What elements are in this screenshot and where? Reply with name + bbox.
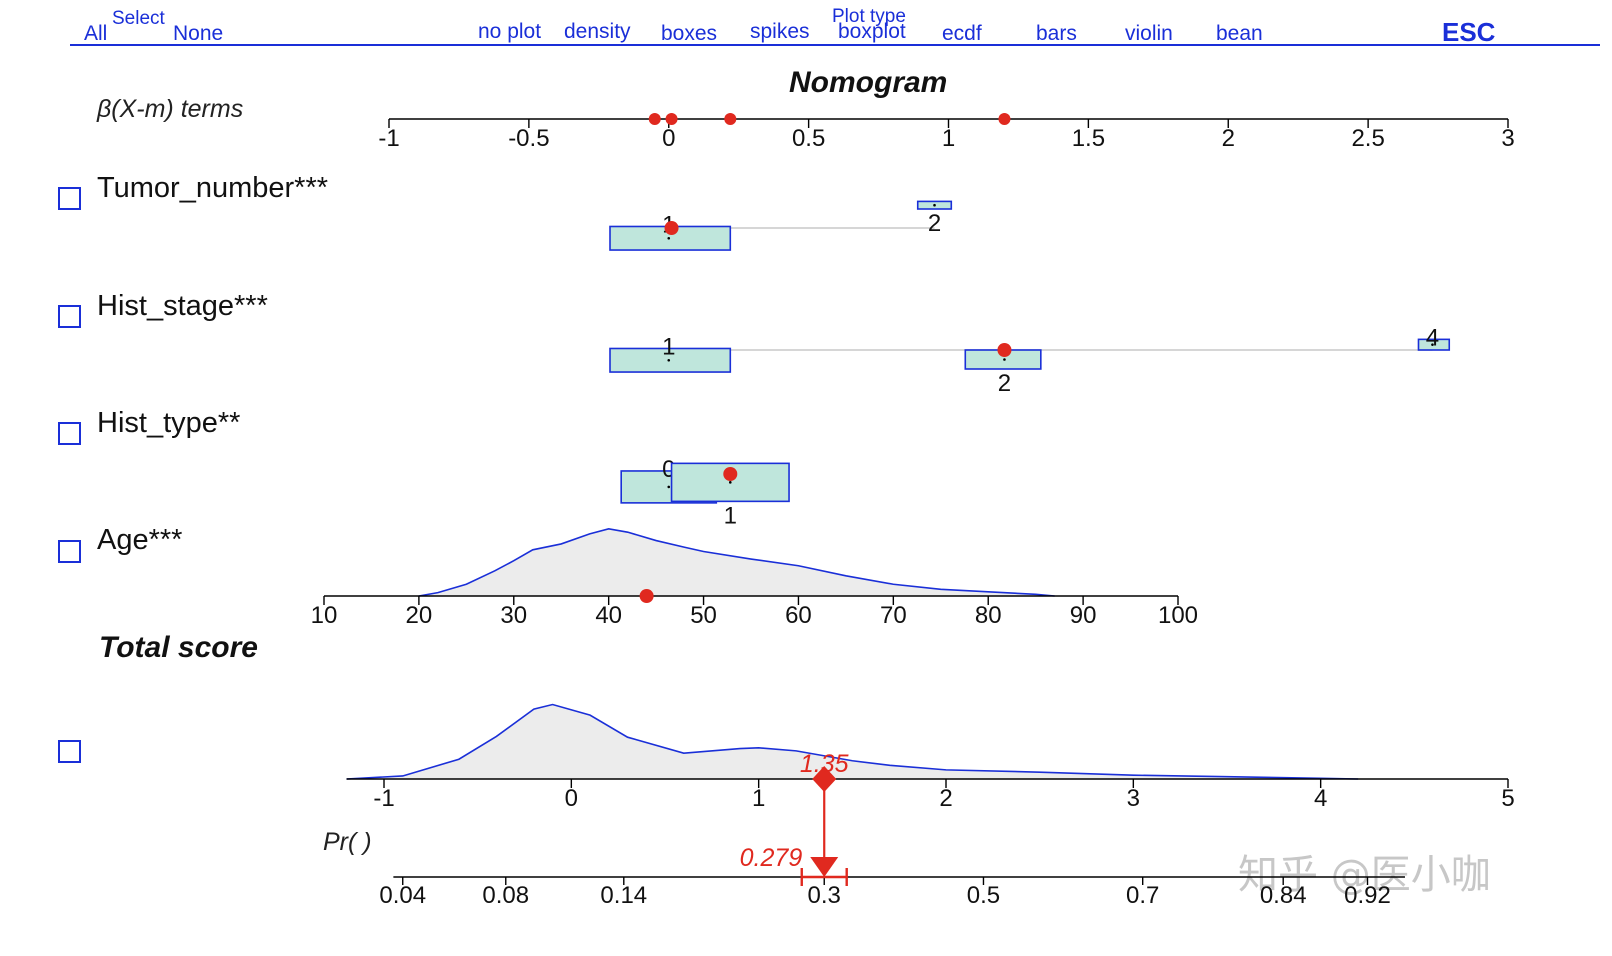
beta-axis-point [648,113,661,125]
level-center-dot [667,358,671,362]
level-center-dot [1003,358,1006,361]
age-density-line [418,527,1055,597]
age-density-fill [418,528,1055,596]
age-selected-point [639,589,654,603]
selected-level-point [723,467,738,481]
plot-option-spikes[interactable]: spikes [750,20,810,43]
total-score-tick-label: 3 [1127,785,1140,812]
plot-option-bean[interactable]: bean [1216,22,1263,45]
beta-axis-tick-label: 1 [942,125,955,152]
probability-tick-label: 0.14 [600,882,647,909]
beta-axis-tick-label: 2 [1222,125,1235,152]
beta-axis-point [665,113,678,125]
selected-level-point [664,221,679,235]
beta-axis-label: β(X-m) terms [97,95,244,123]
level-center-dot [933,203,936,207]
plot-option-violin[interactable]: violin [1125,22,1173,45]
level-label: 4 [1426,324,1439,351]
plot-option-boxplot[interactable]: boxplot [838,20,906,43]
probability-tick-label: 0.3 [808,882,841,909]
level-center-dot [667,236,671,240]
probability-tick-label: 0.04 [379,882,426,909]
level-center-dot [728,481,732,484]
hist-type-label: Hist_type** [97,407,241,439]
age-axis-tick-label: 70 [880,602,907,629]
beta-axis-tick-label: 0.5 [792,125,825,152]
plot-option-boxes[interactable]: boxes [661,22,718,45]
age-axis-tick-label: 50 [690,602,717,629]
age-axis-tick-label: 20 [406,602,433,629]
probability-axis-label: Pr( ) [323,828,372,856]
plot-option-density[interactable]: density [564,20,631,43]
level-label: 2 [998,370,1011,397]
chart-title: Nomogram [789,66,948,99]
plot-type-label: Plot type [832,6,906,27]
beta-axis-tick-label: -1 [378,125,399,152]
total-score-density-fill [346,704,1359,779]
age-axis-tick-label: 10 [311,602,338,629]
tumor-number-label: Tumor_number*** [97,172,329,204]
plot-option-ecdf[interactable]: ecdf [942,22,982,45]
probability-marker [810,857,839,877]
select-label: Select [112,8,165,29]
total-score-tick-label: -1 [373,785,394,812]
select-all-option[interactable]: All [84,22,108,45]
beta-axis-tick-label: -0.5 [508,125,549,152]
age-axis-tick-label: 40 [595,602,622,629]
select-none-option[interactable]: None [173,22,224,45]
age-checkbox[interactable] [58,540,81,563]
level-label: 1 [662,333,675,360]
beta-axis-tick-label: 1.5 [1072,125,1105,152]
beta-axis-tick-label: 2.5 [1351,125,1384,152]
total-score-tick-label: 5 [1501,785,1514,812]
probability-tick-label: 0.5 [967,882,1000,909]
total-score-tick-label: 1 [752,785,765,812]
plot-option-no-plot[interactable]: no plot [478,20,542,43]
total-score-tick-label: 0 [565,785,578,812]
tumor-number-checkbox[interactable] [58,187,81,210]
probability-tick-label: 0.92 [1344,882,1391,909]
total-score-tick-label: 2 [939,785,952,812]
age-axis-tick-label: 30 [500,602,527,629]
plot-option-bars[interactable]: bars [1036,22,1077,45]
level-center-dot [667,485,671,489]
probability-tick-label: 0.7 [1126,882,1159,909]
beta-axis-tick-label: 3 [1501,125,1514,152]
total-score-checkbox[interactable] [58,740,81,763]
total-score-density-line [346,703,1359,780]
level-box [609,347,732,373]
selected-level-point [997,343,1012,357]
level-center-dot [1431,343,1434,346]
total-score-title: Total score [99,631,258,664]
total-score-marker [812,766,837,792]
level-label: 2 [928,210,941,237]
probability-value-label: 0.279 [740,844,803,872]
watermark: 知乎 @医小咖 [1238,852,1491,898]
beta-axis-tick-label: 0 [662,125,675,152]
age-axis-tick-label: 90 [1070,602,1097,629]
menu-underline [70,44,1600,46]
hist-stage-label: Hist_stage*** [97,290,268,322]
esc-button[interactable]: ESC [1442,17,1496,47]
hist-type-checkbox[interactable] [58,422,81,445]
hist-stage-checkbox[interactable] [58,305,81,328]
total-score-value-label: 1.35 [800,750,849,778]
age-axis-tick-label: 60 [785,602,812,629]
total-score-tick-label: 4 [1314,785,1327,812]
probability-tick-label: 0.84 [1260,882,1307,909]
age-axis-tick-label: 80 [975,602,1002,629]
beta-axis-point [724,113,737,125]
level-label: 1 [724,502,737,529]
beta-axis-point [998,113,1011,125]
age-axis-tick-label: 100 [1158,602,1198,629]
age-label: Age*** [97,524,183,556]
level-box [1417,338,1451,351]
probability-tick-label: 0.08 [482,882,529,909]
